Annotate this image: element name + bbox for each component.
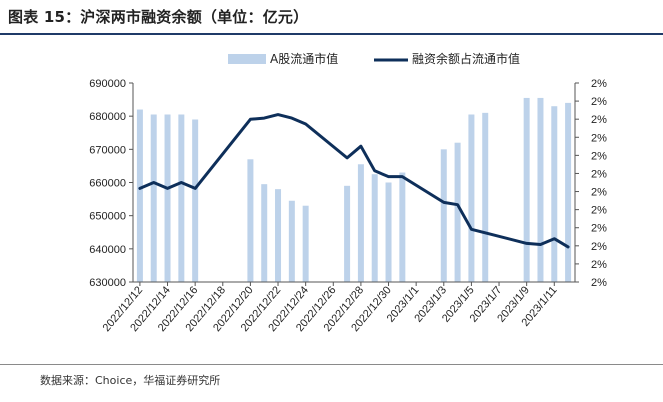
right-tick-label: 2% [591,168,607,180]
right-tick-label: 2% [591,187,607,199]
bar [440,149,447,282]
bar [136,109,143,283]
bar [523,97,530,282]
bar [565,102,572,283]
bar [357,164,364,282]
right-tick-label: 2% [591,259,607,271]
right-tick-label: 2% [591,150,607,162]
bar [537,97,544,282]
left-axis-ticks: 630000 640000 650000 660000 670000 680000 6900… [89,78,133,289]
left-tick-label: 690000 [89,78,126,90]
chart-svg: A股流通市值 融资余额占流通市值 630000 640000 650000 66000… [89,51,607,334]
bar [371,174,378,282]
bar [275,189,282,282]
right-tick-label: 2% [591,277,607,289]
bar [399,172,406,282]
right-tick-label: 2% [591,114,607,126]
source-note: 数据来源：Choice，华福证券研究所 [40,374,221,387]
right-tick-label: 2% [591,205,607,217]
bar [468,114,475,282]
bar [164,114,171,282]
bar [302,205,309,282]
left-tick-label: 650000 [89,211,126,223]
bar [178,114,185,282]
left-tick-label: 640000 [89,244,126,256]
legend-bar-label: A股流通市值 [270,51,338,66]
legend-bar-swatch [228,54,266,64]
title-divider [0,33,663,35]
bar [454,142,461,282]
bar [247,159,254,282]
right-tick-label: 2% [591,132,607,144]
left-tick-label: 630000 [89,277,126,289]
legend-line-label: 融资余额占流通市值 [412,51,520,66]
bar [551,106,558,282]
left-tick-label: 670000 [89,144,126,156]
right-axis-ticks: 2% 2% 2% 2% 2% 2% 2% 2% 2% 2% 2% 2% [575,78,607,289]
right-tick-label: 2% [591,241,607,253]
bar [344,185,351,282]
bar [150,114,157,282]
right-tick-label: 2% [591,223,607,235]
right-tick-label: 2% [591,96,607,108]
x-axis-ticks: 2022/12/122022/12/142022/12/162022/12/18… [101,282,560,334]
bar [385,182,392,282]
left-tick-label: 680000 [89,111,126,123]
bar [261,184,268,282]
source-divider [0,364,663,365]
bar [192,119,199,282]
chart-title: 图表 15：沪深两市融资余额（单位：亿元） [8,8,309,26]
bar [482,112,489,282]
bar-series [136,97,572,283]
legend: A股流通市值 融资余额占流通市值 [228,51,520,66]
ratio-line [138,113,570,249]
left-tick-label: 660000 [89,178,126,190]
bar [288,200,295,282]
right-tick-label: 2% [591,78,607,90]
